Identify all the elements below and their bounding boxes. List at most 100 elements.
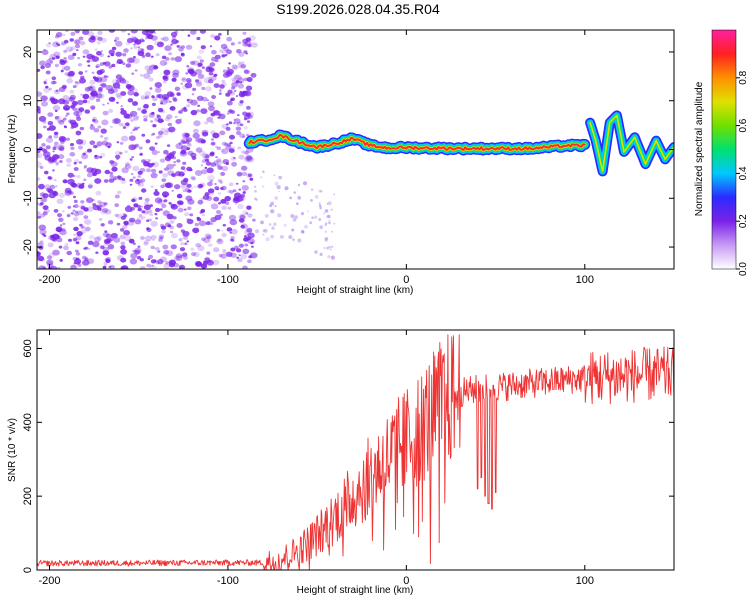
faint-dot <box>254 189 257 193</box>
noise-blob <box>66 137 71 141</box>
noise-blob <box>132 58 140 64</box>
noise-blob <box>237 77 245 84</box>
noise-blob <box>198 73 204 79</box>
noise-blob <box>68 70 75 77</box>
noise-blob <box>217 179 222 183</box>
noise-blob <box>222 69 227 73</box>
noise-blob <box>158 108 164 113</box>
noise-blob <box>246 105 251 110</box>
noise-blob <box>130 47 133 50</box>
noise-blob <box>198 49 204 54</box>
noise-blob <box>235 80 240 84</box>
noise-blob <box>150 220 158 227</box>
noise-blob <box>149 146 156 152</box>
noise-blob <box>160 37 165 41</box>
noise-blob <box>201 213 206 217</box>
noise-blob <box>99 53 105 58</box>
faint-dot <box>320 190 323 193</box>
noise-blob <box>98 218 103 221</box>
noise-blob <box>60 69 64 73</box>
noise-blob <box>72 101 78 106</box>
snr-y-label: SNR (10 * v/v) <box>7 418 18 482</box>
noise-blob <box>174 115 178 119</box>
noise-blob <box>129 178 134 182</box>
noise-blob <box>47 242 54 248</box>
noise-blob <box>185 44 193 50</box>
noise-blob <box>55 161 59 165</box>
noise-blob <box>221 141 227 146</box>
noise-blob <box>168 126 176 133</box>
noise-blob <box>147 159 152 162</box>
noise-blob <box>114 39 117 42</box>
noise-blob <box>172 163 176 167</box>
noise-blob <box>175 253 183 259</box>
noise-blob <box>239 214 246 220</box>
noise-blob <box>163 149 169 155</box>
noise-blob <box>245 155 253 162</box>
noise-blob <box>161 203 167 209</box>
noise-blob <box>70 264 77 269</box>
noise-blob <box>108 65 112 69</box>
noise-blob <box>133 203 139 208</box>
noise-blob <box>58 120 65 125</box>
noise-blob <box>80 205 86 210</box>
noise-blob <box>228 214 237 221</box>
noise-blob <box>37 68 41 72</box>
noise-blob <box>234 74 242 81</box>
noise-blob <box>238 218 245 223</box>
noise-blob <box>122 126 126 129</box>
noise-blob <box>116 158 119 161</box>
noise-blob <box>129 183 133 186</box>
noise-blob <box>144 91 152 97</box>
noise-blob <box>75 249 79 253</box>
noise-blob <box>78 36 84 41</box>
noise-blob <box>207 260 212 264</box>
noise-blob <box>181 132 190 139</box>
noise-blob <box>61 137 65 141</box>
noise-blob <box>83 166 87 169</box>
noise-blob <box>104 61 111 67</box>
noise-blob <box>89 86 93 89</box>
noise-blob <box>138 196 143 200</box>
noise-blob <box>70 46 76 51</box>
faint-dot <box>301 230 305 234</box>
noise-blob <box>86 197 94 204</box>
noise-blob <box>119 142 124 145</box>
noise-blob <box>78 184 85 189</box>
noise-blob <box>37 153 40 158</box>
noise-blob <box>100 245 105 249</box>
noise-blob <box>46 127 51 131</box>
noise-blob <box>216 146 222 151</box>
noise-blob <box>247 173 252 177</box>
noise-blob <box>193 185 197 189</box>
noise-blob <box>104 136 109 141</box>
noise-blob <box>172 174 177 178</box>
noise-blob <box>197 200 204 205</box>
noise-blob <box>201 169 208 175</box>
noise-blob <box>70 31 76 36</box>
noise-blob <box>237 146 242 150</box>
noise-blob <box>180 82 183 85</box>
noise-blob <box>158 130 164 135</box>
noise-blob <box>77 56 81 60</box>
faint-dot <box>327 255 331 259</box>
noise-blob <box>218 253 223 258</box>
noise-blob <box>191 252 197 257</box>
noise-blob <box>248 255 253 259</box>
noise-blob <box>196 95 204 102</box>
spectrogram-x-ticks: -200 -100 0 100 <box>38 30 594 286</box>
noise-blob <box>143 73 151 79</box>
noise-blob <box>196 55 202 60</box>
noise-blob <box>154 142 158 145</box>
noise-blob <box>204 233 212 239</box>
noise-blob <box>177 204 181 208</box>
noise-blob <box>162 130 169 136</box>
noise-blob <box>162 244 169 250</box>
noise-blob <box>63 245 69 251</box>
noise-blob <box>237 41 242 45</box>
noise-blob <box>154 212 158 216</box>
noise-blob <box>55 31 63 38</box>
noise-blob <box>199 30 206 34</box>
noise-blob <box>239 90 243 93</box>
noise-blob <box>204 121 209 125</box>
